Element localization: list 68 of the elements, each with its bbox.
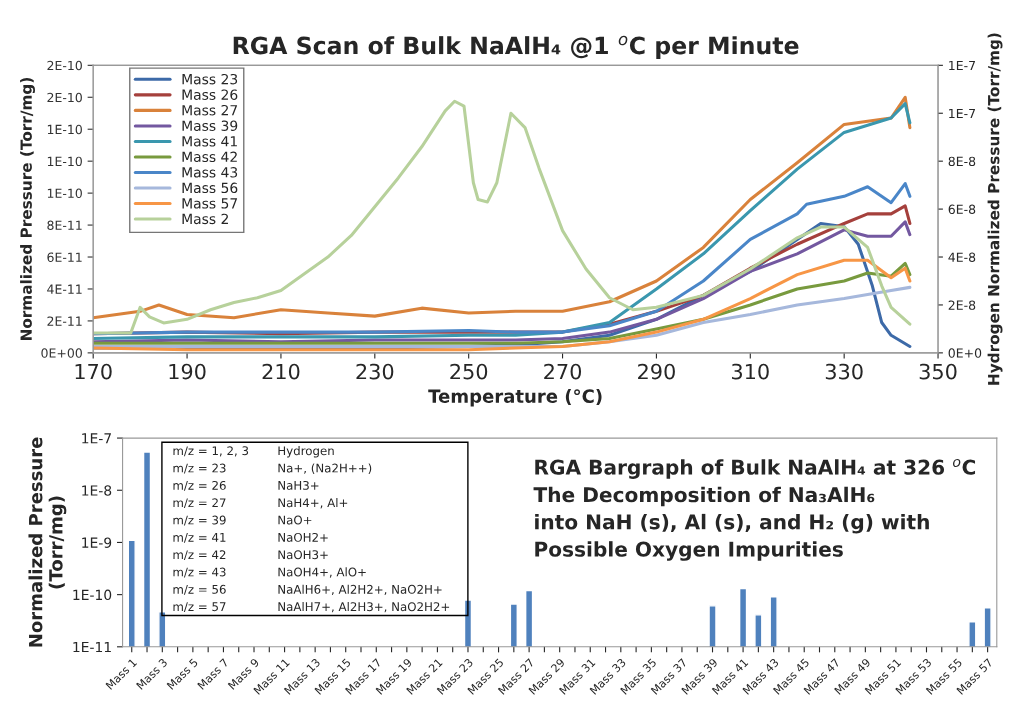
- chart-title: RGA Scan of Bulk NaAlH₄ @1 $^{o}$C per Minute: [233, 35, 799, 59]
- annotation: NaOH2+: [278, 532, 328, 542]
- annotation: NaAlH6+, Al2H2+, NaO2H+: [278, 584, 442, 596]
- legend-label: Mass 56: [182, 182, 238, 194]
- annotation: m/z = 26: [173, 480, 226, 491]
- y-axis-title: Normalized Pressure (Torr/mg): [20, 78, 35, 341]
- annotation: m/z = 56: [173, 584, 226, 595]
- y-tick-label: 1E-11: [73, 641, 111, 653]
- annotation: NaOH3+: [278, 550, 328, 560]
- legend-label: Mass 26: [182, 89, 238, 100]
- y-tick-label: 6E-11: [47, 252, 82, 262]
- x-tick-label: 350: [919, 363, 957, 380]
- annotation: m/z = 27: [173, 498, 226, 509]
- y2-tick-label: 6E-8: [948, 204, 976, 215]
- chart-title: RGA Bargraph of Bulk NaAlH₄ at 326 $^{o}$C The Decomposition of Na₃AlH₆ into NaH (s), Al (s), and H₂ (g) with Possible Oxygen Impurities: [533, 458, 976, 561]
- y-tick-label: 1E-8: [82, 485, 112, 496]
- legend-label: Mass 27: [182, 104, 238, 116]
- y-tick-label: 1E-7: [82, 433, 111, 444]
- y-axis-title: Normalized Pressure (Torr/mg): [28, 437, 67, 647]
- annotation: m/z = 43: [173, 567, 226, 578]
- y-tick-label: 1E-9: [82, 537, 112, 548]
- y-tick-label: 2E-10: [47, 60, 82, 71]
- annotation: NaH4+, Al+: [278, 498, 348, 509]
- annotation: m/z = 39: [173, 515, 226, 526]
- y2-axis-title: Hydrogen Normalized Pressure (Torr/mg): [987, 33, 1003, 385]
- y-tick-label: 0E+00: [41, 348, 82, 358]
- x-tick-label: 170: [75, 363, 112, 380]
- y-tick-label: 2E-11: [47, 316, 82, 326]
- y2-tick-label: 1E-7: [949, 60, 976, 71]
- annotation: NaAlH7+, Al2H3+, NaO2H2+: [278, 601, 450, 613]
- y-tick-label: 1E-10: [47, 156, 82, 167]
- x-axis-title: Temperature (°C): [428, 389, 602, 407]
- x-tick-label: 290: [638, 363, 675, 380]
- legend-label: Mass 57: [182, 198, 238, 209]
- annotation: m/z = 42: [173, 550, 226, 561]
- annotation: Hydrogen: [278, 446, 334, 458]
- x-tick-label: 310: [732, 363, 769, 380]
- legend-label: Mass 41: [182, 136, 237, 147]
- annotation: m/z = 41: [173, 533, 226, 543]
- y2-tick-label: 2E-8: [948, 300, 976, 310]
- legend-label: Mass 39: [182, 120, 238, 131]
- legend-label: Mass 42: [182, 151, 237, 163]
- x-tick-label: 230: [356, 363, 394, 380]
- y2-tick-label: 1E-7: [949, 108, 976, 118]
- annotation: m/z = 57: [173, 602, 226, 613]
- annotation: NaH3+: [278, 480, 319, 490]
- legend-label: Mass 43: [182, 167, 238, 178]
- legend-label: Mass 23: [182, 73, 238, 85]
- y-tick-label: 8E-11: [47, 220, 82, 230]
- y-tick-label: 1E-10: [47, 124, 82, 135]
- legend-label: Mass 2: [182, 213, 228, 225]
- x-tick-label: 330: [825, 363, 863, 380]
- x-tick-label: 190: [169, 363, 206, 380]
- annotation: m/z = 1, 2, 3: [173, 446, 249, 457]
- x-tick-label: 270: [544, 363, 582, 380]
- annotation: m/z = 23: [173, 463, 226, 474]
- annotation: Na+, (Na2H++): [278, 463, 372, 474]
- x-tick-label: 210: [262, 363, 300, 380]
- annotation: NaOH4+, AlO+: [278, 567, 366, 578]
- y2-tick-label: 8E-8: [948, 156, 976, 167]
- x-tick-label: 250: [450, 363, 488, 380]
- y-tick-label: 1E-10: [47, 188, 82, 199]
- annotation: NaO+: [278, 515, 312, 525]
- y-tick-label: 1E-10: [73, 589, 112, 601]
- y2-tick-label: 0E+0: [948, 348, 982, 358]
- y2-tick-label: 4E-8: [948, 252, 976, 262]
- y-tick-label: 4E-11: [47, 284, 82, 294]
- y-tick-label: 2E-10: [47, 92, 82, 103]
